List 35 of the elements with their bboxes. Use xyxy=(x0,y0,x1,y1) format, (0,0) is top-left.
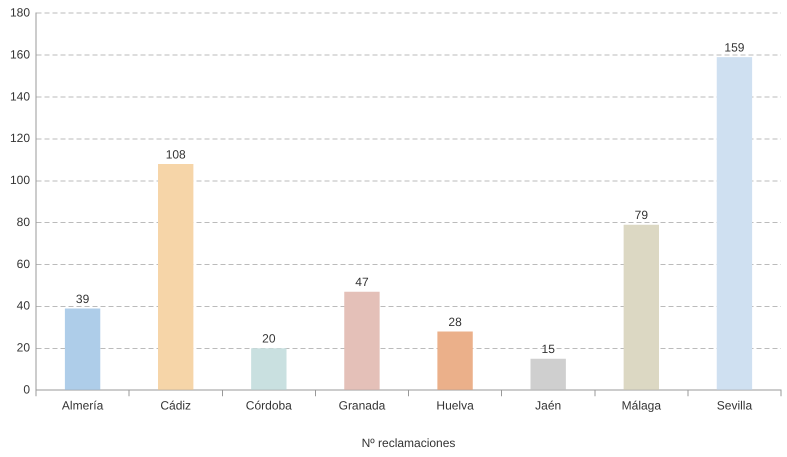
data-label: 79 xyxy=(634,208,648,222)
x-tick-label: Jaén xyxy=(535,398,562,413)
data-label: 159 xyxy=(724,40,745,54)
x-tick-label: Málaga xyxy=(622,398,662,413)
bar xyxy=(251,348,287,390)
y-tick-label: 180 xyxy=(10,6,30,20)
data-label: 39 xyxy=(76,292,90,306)
y-tick-label: 40 xyxy=(16,298,30,313)
bar xyxy=(716,57,752,390)
x-tick-label: Sevilla xyxy=(716,398,752,413)
x-tick-label: Almería xyxy=(62,398,104,413)
y-tick-label: 0 xyxy=(23,382,30,397)
x-tick-label: Córdoba xyxy=(246,398,292,413)
x-tick-label: Huelva xyxy=(436,398,474,413)
bar xyxy=(158,164,194,390)
y-tick-label: 80 xyxy=(16,214,30,229)
data-label: 108 xyxy=(166,147,186,162)
y-tick-label: 160 xyxy=(10,47,30,62)
y-tick-label: 140 xyxy=(10,89,30,104)
x-tick-label: Granada xyxy=(338,398,386,413)
bar xyxy=(530,358,566,390)
x-axis-title: Nº reclamaciones xyxy=(362,436,456,450)
bar xyxy=(624,224,660,390)
y-tick-label: 60 xyxy=(16,256,30,271)
x-tick-label: Cádiz xyxy=(160,398,192,413)
data-label: 20 xyxy=(262,332,276,346)
data-label: 47 xyxy=(355,275,369,290)
y-tick-label: 100 xyxy=(10,173,30,188)
bar xyxy=(64,308,100,390)
bar xyxy=(344,292,380,390)
data-label: 15 xyxy=(542,342,556,356)
data-label: 28 xyxy=(448,314,462,329)
y-tick-label: 120 xyxy=(10,131,30,146)
y-tick-label: 20 xyxy=(16,340,30,355)
bar xyxy=(437,332,473,390)
